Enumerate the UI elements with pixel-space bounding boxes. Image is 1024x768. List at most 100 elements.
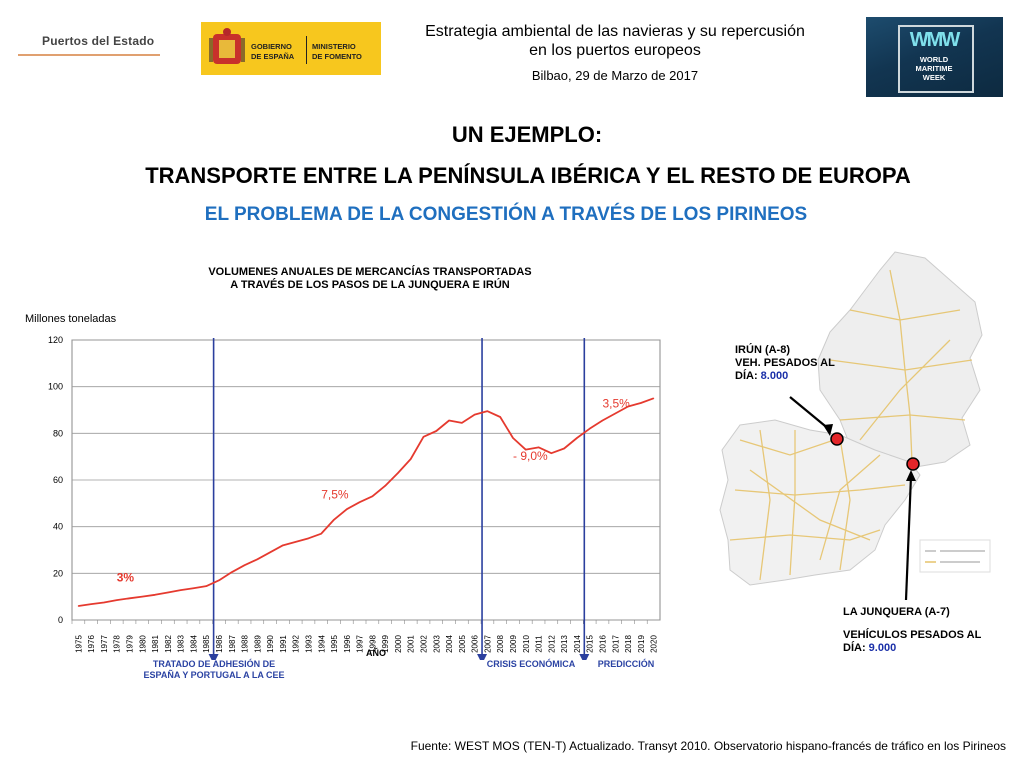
header-title-line-1: Estrategia ambiental de las navieras y s…	[425, 23, 805, 40]
junquera-label-title: LA JUNQUERA (A-7)	[843, 606, 950, 618]
data-point	[192, 587, 195, 589]
data-point	[384, 485, 386, 487]
iberia-shape	[719, 419, 921, 586]
x-tick-label: 1998	[368, 635, 377, 653]
slide-heading: UN EJEMPLO:	[451, 122, 603, 147]
chart-title: VOLUMENES ANUALES DE MERCANCÍAS TRANSPOR…	[170, 266, 570, 292]
data-point	[320, 533, 322, 535]
x-tick-label: 1978	[113, 635, 122, 653]
junquera-label: VEHÍCULOS PESADOS AL DÍA: 9.000	[843, 629, 1013, 655]
data-point	[410, 458, 412, 460]
y-tick-label: 80	[53, 428, 63, 438]
x-tick-label: 1984	[189, 635, 198, 653]
data-point	[128, 597, 131, 599]
x-tick-label: 1995	[330, 635, 339, 653]
data-point	[180, 589, 182, 591]
data-point	[486, 410, 489, 412]
line-chart: 0 20 40 60 80 100 120 1975 1976 1977 1978 1979 1980 1…	[48, 335, 661, 660]
data-point	[359, 501, 361, 503]
logo-separator	[306, 36, 307, 64]
data-point	[243, 564, 246, 566]
data-point	[614, 412, 616, 415]
gobierno-line-2: DE ESPAÑA	[251, 52, 295, 61]
x-tick-label: 2008	[496, 635, 505, 653]
junquera-label-prefix: DÍA:	[843, 642, 869, 654]
data-point	[525, 449, 527, 451]
x-tick-label: 1982	[164, 635, 173, 653]
irun-label-line-1: IRÚN (A-8)	[735, 344, 790, 356]
x-tick-label: 1996	[343, 635, 352, 653]
x-tick-label: 1993	[304, 635, 313, 653]
junquera-arrowhead	[906, 470, 916, 481]
event-note-cee: TRATADO DE ADHESIÓN DE ESPAÑA Y PORTUGAL…	[143, 659, 285, 680]
x-tick-label: 2005	[458, 635, 467, 653]
data-point	[116, 599, 118, 601]
data-point	[448, 419, 450, 422]
header-title: Estrategia ambiental de las navieras y s…	[395, 22, 835, 60]
x-tick-label: 1999	[381, 635, 390, 653]
x-tick-label: 2006	[471, 635, 480, 653]
data-point	[269, 551, 271, 553]
x-tick-label: 2011	[535, 635, 544, 653]
x-tick-label: 2015	[586, 635, 595, 653]
data-point	[640, 402, 642, 404]
world-maritime-week-logo: WMW WORLD MARITIME WEEK	[866, 17, 1003, 97]
x-tick-label: 2007	[483, 635, 492, 653]
x-tick-label: 2009	[509, 635, 518, 653]
header-title-line-2: en los puertos europeos	[529, 42, 701, 59]
x-tick-label: 2020	[650, 635, 659, 653]
data-point	[256, 558, 258, 560]
road-network	[729, 269, 973, 581]
y-tick-label: 100	[48, 382, 63, 392]
x-tick-label: 1976	[87, 635, 96, 653]
y-tick-label: 120	[48, 335, 63, 345]
data-point	[282, 544, 284, 546]
data-point	[653, 397, 655, 399]
wmw-line-3: WEEK	[922, 73, 946, 82]
data-point	[537, 446, 540, 448]
x-tick-label: 2000	[394, 635, 403, 653]
data-point	[461, 422, 463, 424]
data-point	[218, 579, 220, 581]
header-date: Bilbao, 29 de Marzo de 2017	[531, 68, 699, 83]
x-tick-label: 2004	[445, 635, 454, 653]
data-point	[90, 603, 92, 605]
data-point	[141, 596, 143, 598]
y-tick-label: 20	[53, 568, 63, 578]
wmw-mark: WMW	[909, 29, 960, 51]
data-point	[77, 605, 79, 607]
x-tick-label: 2018	[624, 635, 633, 653]
x-tick-label: 2001	[407, 635, 416, 653]
y-axis-label: Millones toneladas	[25, 313, 117, 325]
puertos-del-estado-logo: Puertos del Estado	[18, 22, 160, 62]
x-tick-label: 1991	[279, 635, 288, 653]
event-note-crisis: CRISIS ECONÓMICA	[486, 659, 576, 669]
irun-label-line-2: VEH. PESADOS AL	[735, 357, 835, 369]
source-note: Fuente: WEST MOS (TEN-T) Actualizado. Tr…	[410, 739, 1006, 753]
x-tick-label: 2014	[573, 635, 582, 653]
wmw-line-2: MARITIME	[915, 64, 953, 73]
data-point	[512, 437, 514, 439]
junquera-trucks-value: 9.000	[868, 642, 897, 654]
x-tick-label: 1997	[356, 635, 365, 653]
x-tick-label: 1988	[241, 635, 250, 653]
irun-label: IRÚN (A-8) VEH. PESADOS AL DÍA: 8.000	[735, 344, 865, 383]
junquera-arrow	[904, 475, 913, 601]
y-tick-label: 60	[53, 475, 63, 485]
event-note-prediction: PREDICCIÓN	[597, 659, 655, 669]
irun-marker	[830, 432, 844, 446]
x-tick-label: 1977	[100, 635, 109, 653]
x-tick-label: 1979	[126, 635, 135, 653]
gobierno-line-1: GOBIERNO	[251, 42, 292, 51]
map-legend	[919, 539, 991, 573]
data-point	[307, 537, 310, 539]
ministerio-line-1: MINISTERIO	[312, 42, 356, 51]
growth-annotation: 3,5%	[602, 397, 630, 411]
slide-title: TRANSPORTE ENTRE LA PENÍNSULA IBÉRICA Y …	[145, 163, 911, 188]
data-point	[627, 405, 629, 408]
data-point	[231, 571, 233, 573]
data-point	[333, 519, 335, 521]
data-point	[474, 414, 476, 416]
x-tick-label: 2017	[611, 635, 620, 653]
irun-arrow	[789, 396, 831, 431]
